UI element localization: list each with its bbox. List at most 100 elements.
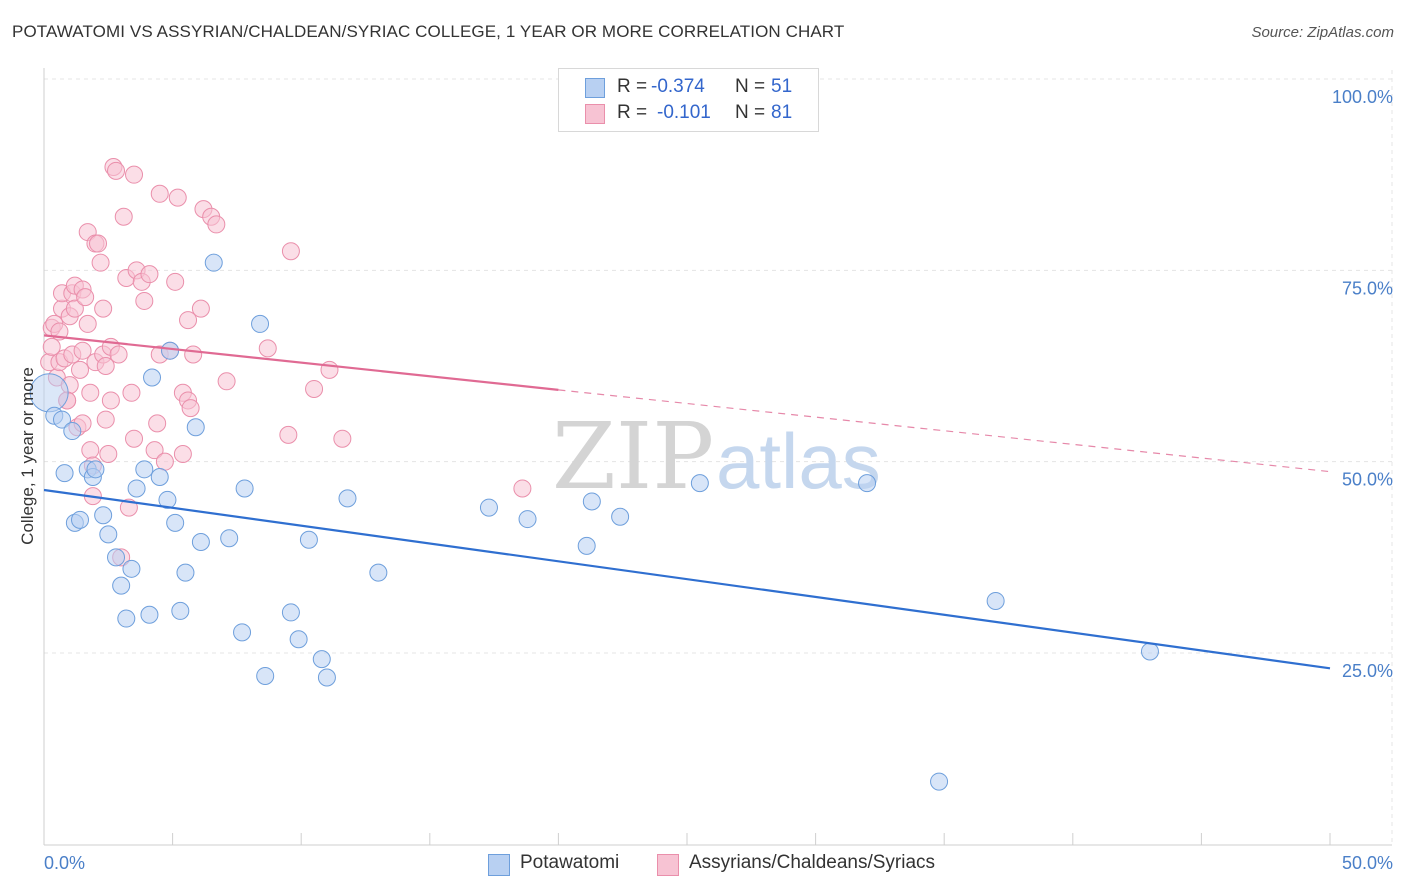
legend-r-value: -0.101 xyxy=(657,102,711,123)
potawatomi-point xyxy=(986,591,1005,610)
potawatomi-point xyxy=(235,479,254,498)
legend-r-label: R = xyxy=(617,102,648,123)
assyrians-point xyxy=(96,410,115,429)
legend-n-value: 81 xyxy=(771,102,793,123)
potawatomi-point xyxy=(71,510,90,529)
assyrians-point xyxy=(42,337,61,356)
potawatomi-point xyxy=(161,341,180,360)
assyrians-point xyxy=(258,339,277,358)
legend-r-value: -0.374 xyxy=(651,76,705,97)
legend-n-value: 51 xyxy=(771,76,793,97)
assyrians-point xyxy=(145,441,164,460)
axes xyxy=(43,68,1392,846)
assyrians-point xyxy=(107,161,126,180)
potawatomi-point xyxy=(176,563,195,582)
assyrians-point xyxy=(91,253,110,272)
assyrians-point xyxy=(155,452,174,471)
assyrians-point xyxy=(140,265,159,284)
assyrians-point xyxy=(71,360,90,379)
assyrians-point xyxy=(150,184,169,203)
potawatomi-point xyxy=(150,467,169,486)
potawatomi-point xyxy=(127,479,146,498)
bottom-legend-swatch-blue xyxy=(488,854,510,876)
potawatomi-point xyxy=(690,474,709,493)
assyrians-point xyxy=(125,165,144,184)
assyrians-point xyxy=(320,360,339,379)
potawatomi-point xyxy=(204,253,223,272)
series-assyrians-points xyxy=(40,158,532,567)
potawatomi-point xyxy=(191,533,210,552)
watermark: ZIP atlas xyxy=(552,403,881,510)
bottom-legend-label: Assyrians/Chaldeans/Syriacs xyxy=(689,852,936,873)
potawatomi-point xyxy=(166,513,185,532)
assyrians-point xyxy=(109,345,128,364)
chart-title: POTAWATOMI VS ASSYRIAN/CHALDEAN/SYRIAC C… xyxy=(12,22,845,41)
potawatomi-point xyxy=(518,510,537,529)
potawatomi-point xyxy=(117,609,136,628)
potawatomi-point xyxy=(577,536,596,555)
assyrians-point xyxy=(73,341,92,360)
assyrians-point xyxy=(81,441,100,460)
legend-swatch-blue xyxy=(585,78,605,98)
assyrians-point xyxy=(279,425,298,444)
potawatomi-point xyxy=(220,529,239,548)
assyrians-point xyxy=(168,188,187,207)
y-axis-title: College, 1 year or more xyxy=(18,367,37,545)
legend-r-label: R = xyxy=(617,76,648,97)
potawatomi-point xyxy=(611,507,630,526)
potawatomi-point xyxy=(135,460,154,479)
potawatomi-point xyxy=(1140,642,1159,661)
bottom-legend-swatch-pink xyxy=(657,854,679,876)
y-tick-label: 75.0% xyxy=(1342,278,1393,298)
potawatomi-point xyxy=(369,563,388,582)
stats-legend: R = -0.374 N = 51 R = -0.101 N = 81 xyxy=(558,68,819,132)
assyrians-point xyxy=(305,379,324,398)
assyrians-point xyxy=(99,445,118,464)
potawatomi-point xyxy=(338,489,357,508)
bottom-legend-label: Potawatomi xyxy=(520,852,620,873)
potawatomi-point xyxy=(143,368,162,387)
potawatomi-point xyxy=(99,525,118,544)
potawatomi-point xyxy=(140,605,159,624)
x-tick-label: 50.0% xyxy=(1342,853,1393,873)
potawatomi-point xyxy=(233,623,252,642)
assyrians-point xyxy=(217,372,236,391)
source-note: Source: ZipAtlas.com xyxy=(1251,24,1394,41)
potawatomi-point xyxy=(63,422,82,441)
potawatomi-point xyxy=(251,314,270,333)
potawatomi-point xyxy=(94,506,113,525)
assyrians-point xyxy=(513,479,532,498)
y-tick-label: 100.0% xyxy=(1332,87,1393,107)
potawatomi-point xyxy=(53,410,72,429)
assyrians-point xyxy=(101,391,120,410)
potawatomi-point xyxy=(479,498,498,517)
legend-swatch-pink xyxy=(585,104,605,124)
potawatomi-point xyxy=(86,460,105,479)
tick-labels: 25.0% 50.0% 75.0% 100.0% 0.0% 50.0% xyxy=(44,87,1393,873)
assyrians-point xyxy=(122,383,141,402)
assyrians-point xyxy=(135,291,154,310)
potawatomi-point xyxy=(112,576,131,595)
potawatomi-point xyxy=(858,474,877,493)
assyrians-point xyxy=(125,429,144,448)
assyrians-point xyxy=(181,399,200,418)
potawatomi-point xyxy=(107,548,126,567)
assyrians-point xyxy=(65,299,84,318)
y-tick-label: 25.0% xyxy=(1342,661,1393,681)
assyrians-point xyxy=(333,429,352,448)
assyrians-point xyxy=(148,414,167,433)
potawatomi-point xyxy=(158,490,177,509)
potawatomi-point xyxy=(582,492,601,511)
watermark-atlas: atlas xyxy=(716,417,881,505)
potawatomi-point xyxy=(171,601,190,620)
trend-lines xyxy=(43,334,1331,670)
assyrians-point xyxy=(281,242,300,261)
assyrians-point xyxy=(76,288,95,307)
assyrians-point xyxy=(207,215,226,234)
pink-trend-line xyxy=(43,334,559,391)
potawatomi-point xyxy=(55,464,74,483)
assyrians-point xyxy=(78,314,97,333)
legend-n-label: N = xyxy=(735,76,766,97)
potawatomi-point xyxy=(317,668,336,687)
